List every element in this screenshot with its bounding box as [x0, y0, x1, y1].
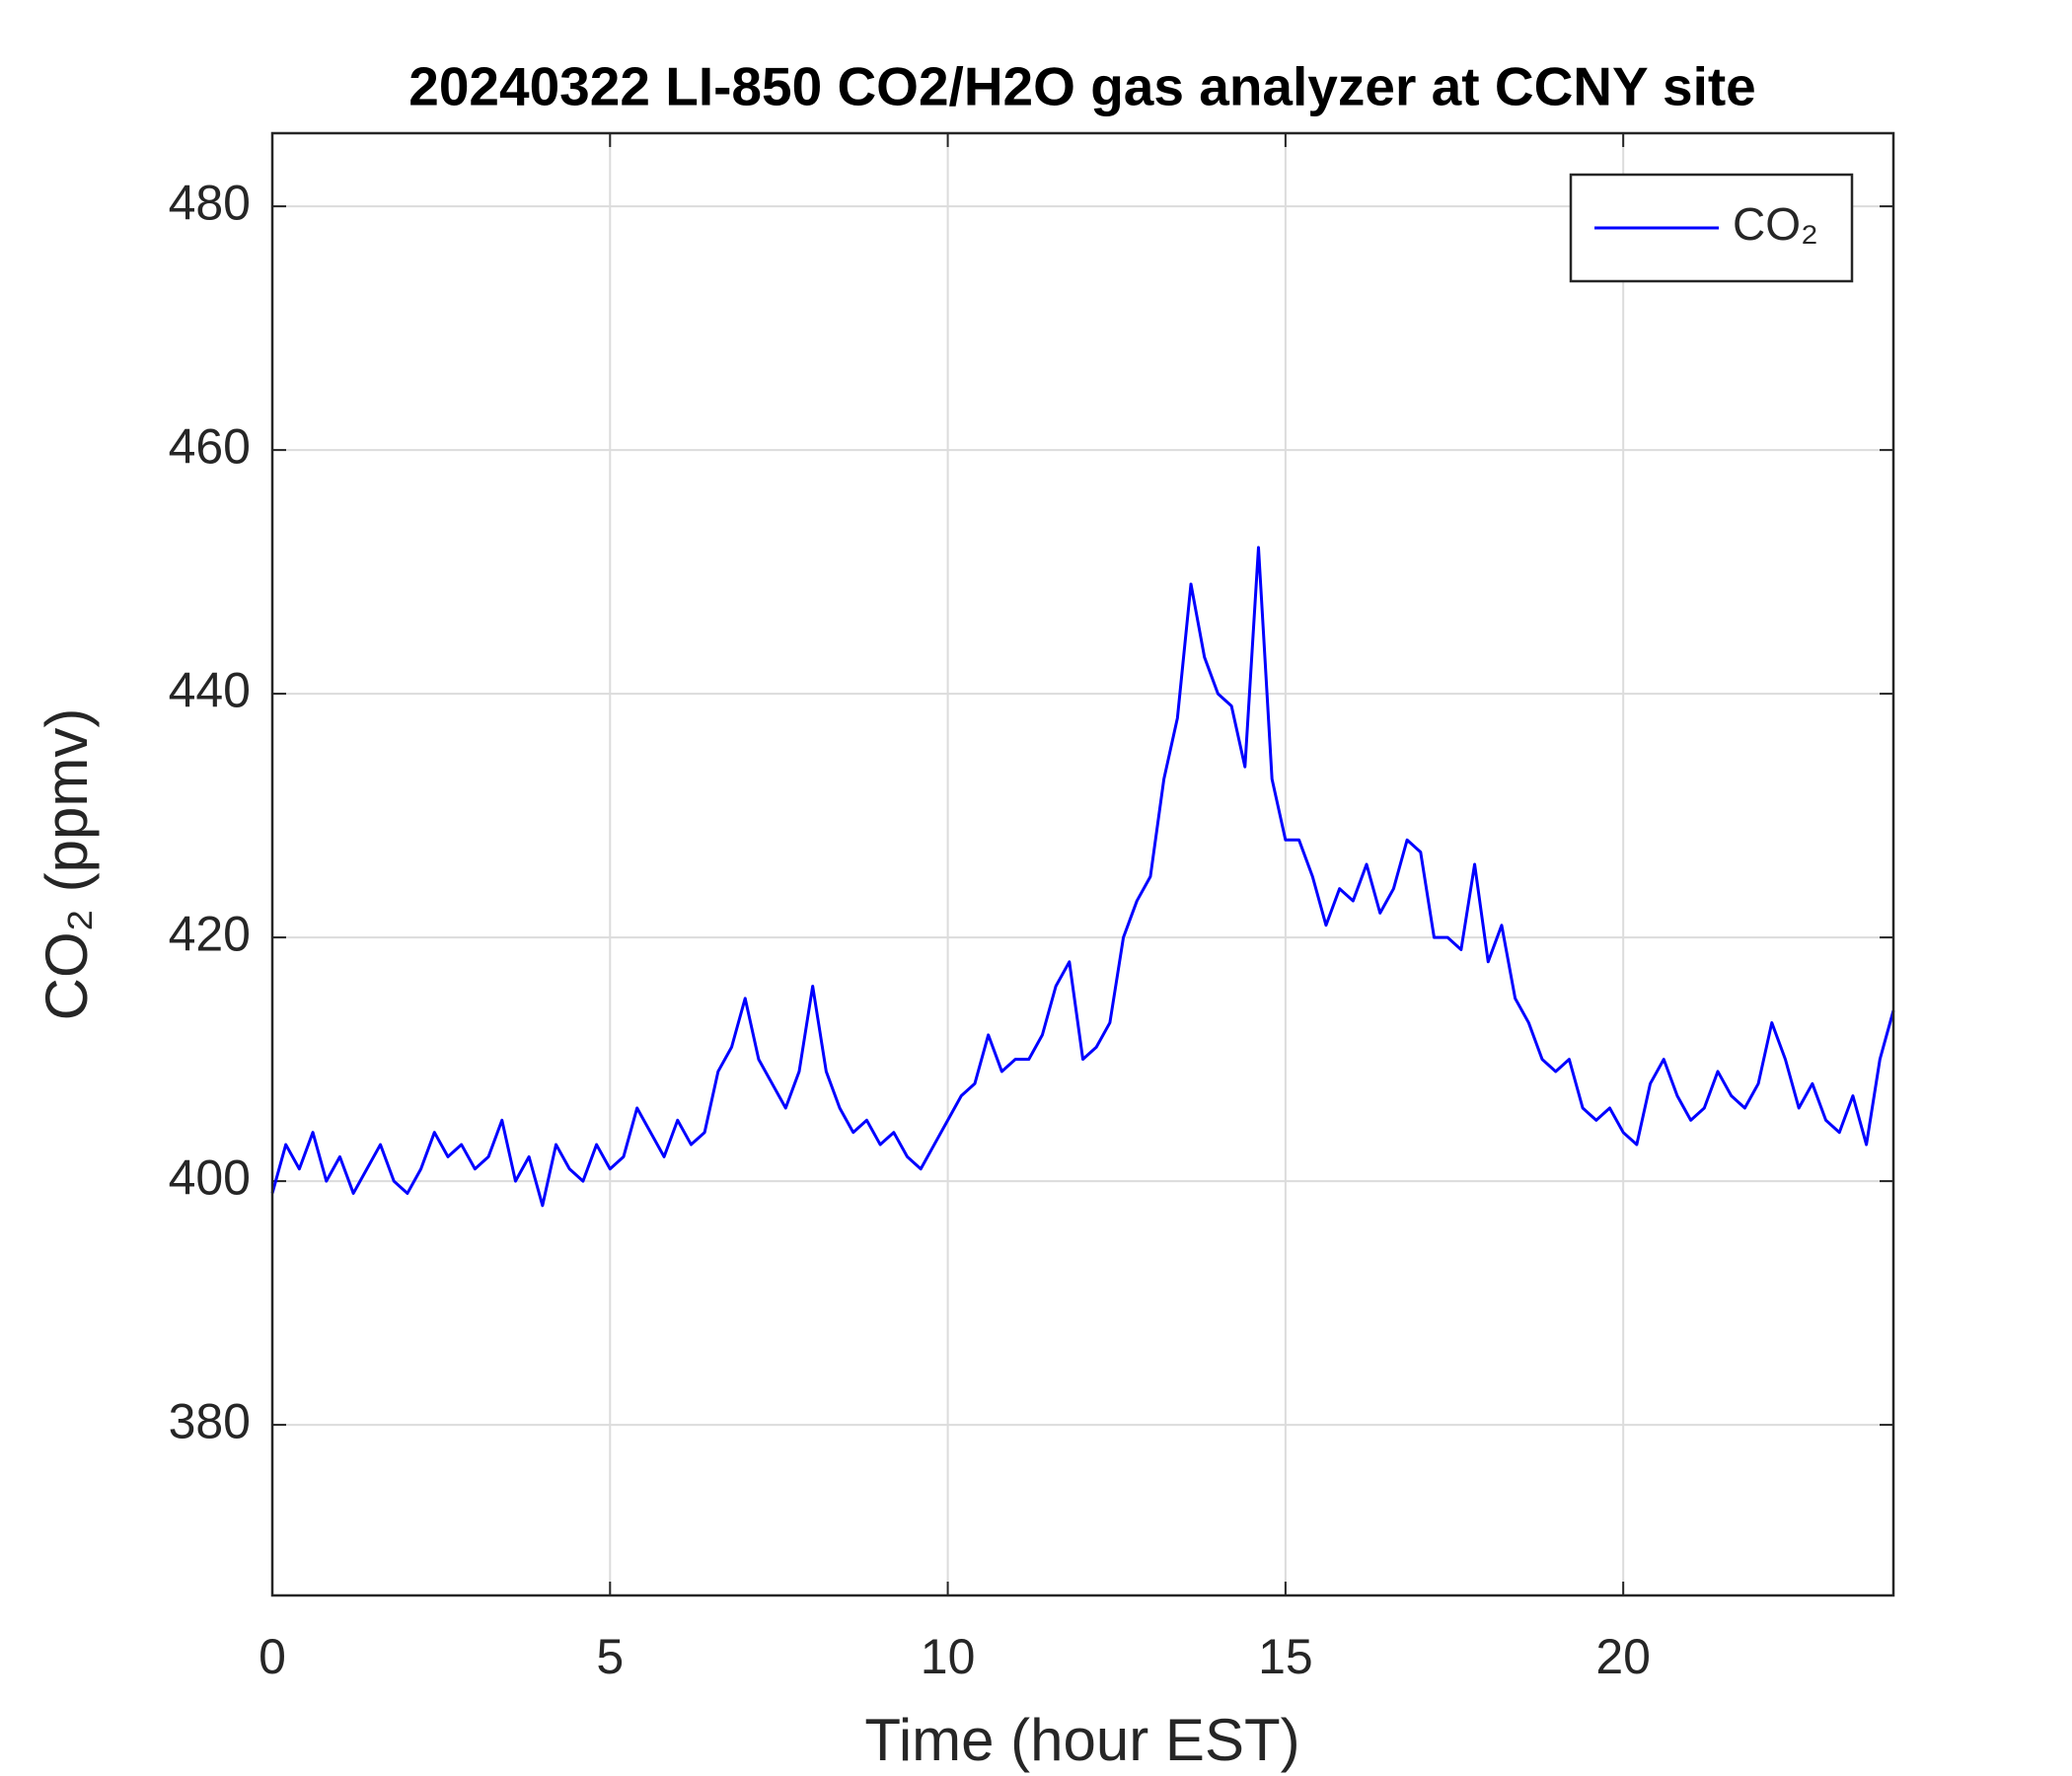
y-tick-label: 420	[169, 906, 251, 961]
y-tick-label: 480	[169, 175, 251, 230]
y-axis-label: CO₂ (ppmv)	[34, 708, 100, 1021]
legend-label: CO₂	[1733, 198, 1818, 250]
x-tick-label: 5	[596, 1629, 624, 1684]
data-line	[270, 546, 1895, 1208]
x-tick-label: 0	[259, 1629, 286, 1684]
x-tick-label: 20	[1595, 1629, 1651, 1684]
axes-box	[270, 131, 1895, 1597]
x-axis-label: Time (hour EST)	[864, 1707, 1299, 1773]
chart-title: 20240322 LI-850 CO2/H2O gas analyzer at …	[408, 56, 1756, 117]
x-tick-label: 15	[1258, 1629, 1313, 1684]
y-tick-label: 440	[169, 662, 251, 717]
y-tick-label: 460	[169, 418, 251, 474]
x-tick-label: 10	[921, 1629, 976, 1684]
y-tick-label: 380	[169, 1393, 251, 1448]
y-tick-label: 400	[169, 1149, 251, 1205]
